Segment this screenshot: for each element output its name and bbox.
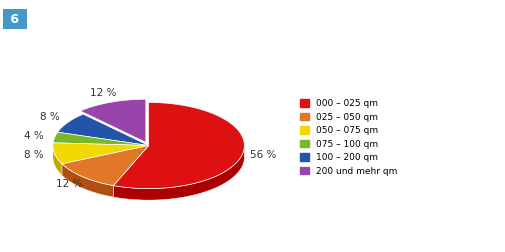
Legend: 000 – 025 qm, 025 – 050 qm, 050 – 075 qm, 075 – 100 qm, 100 – 200 qm, 200 und me: 000 – 025 qm, 025 – 050 qm, 050 – 075 qm… [299,99,397,176]
Polygon shape [113,103,244,188]
Polygon shape [113,147,244,200]
Polygon shape [62,164,113,197]
Polygon shape [53,146,62,175]
Polygon shape [58,114,148,145]
Text: 56 %: 56 % [249,150,276,160]
Polygon shape [53,143,148,164]
Text: 12 %: 12 % [89,88,116,99]
Text: 6: 6 [6,13,23,26]
Text: 4 %: 4 % [24,131,44,141]
Text: 8 %: 8 % [24,150,44,160]
Polygon shape [62,145,148,185]
Polygon shape [53,132,148,145]
Polygon shape [80,99,145,142]
Text: 8 %: 8 % [40,112,60,122]
Text: 12 %: 12 % [56,179,82,189]
